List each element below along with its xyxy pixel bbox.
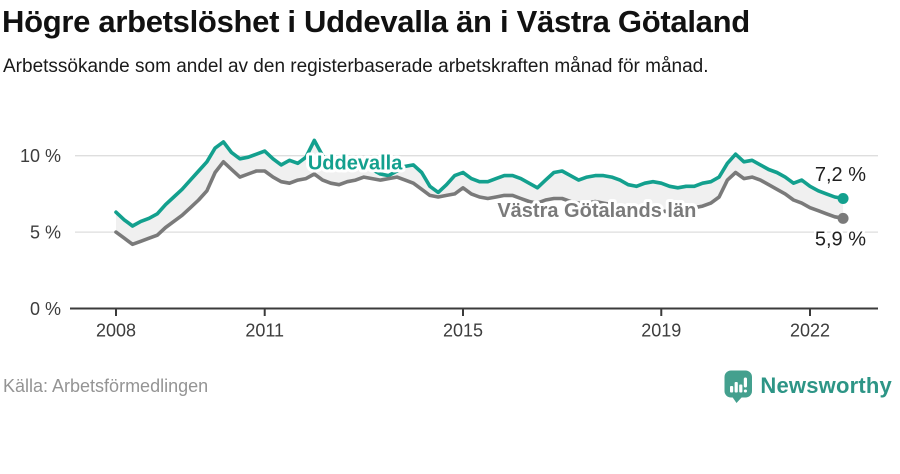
vastra-gotaland-series-label: Västra Götalands län (497, 199, 696, 221)
chart-area: 2008 2011 2015 2019 2022 0 % 5 % 10 % 7,2 % 5,9 %… (0, 121, 900, 356)
y-tick-label: 0 % (30, 299, 61, 319)
x-tick-label: 2019 (641, 320, 681, 340)
y-tick-label: 5 % (30, 222, 61, 242)
source-note: Källa: Arbetsförmedlingen (3, 375, 209, 396)
x-tick-label: 2008 (96, 320, 136, 340)
end-value-label: 5,9 % (815, 228, 866, 250)
uddevalla-series-label: Uddevalla (308, 152, 403, 174)
chart-footer: Källa: Arbetsförmedlingen Newsworthy (3, 370, 892, 403)
newsworthy-bubble-chart-icon (724, 370, 753, 403)
vastra-gotaland-line (114, 159, 845, 246)
brand-wordmark: Newsworthy (760, 373, 892, 399)
page-subtitle: Arbetssökande som andel av den registerb… (3, 56, 709, 78)
x-tick-label: 2022 (790, 320, 830, 340)
unemployment-line-chart: 2008 2011 2015 2019 2022 0 % 5 % 10 % 7,2 % 5,9 %… (20, 138, 878, 340)
end-value-label: 7,2 % (815, 163, 866, 185)
series-end-dot (837, 192, 849, 204)
newsworthy-logo[interactable]: Newsworthy (724, 370, 892, 403)
series-end-dot (837, 212, 849, 224)
page-title: Högre arbetslöshet i Uddevalla än i Väst… (2, 4, 750, 39)
y-tick-label: 10 % (20, 146, 61, 166)
x-tick-label: 2015 (443, 320, 483, 340)
chart-header: Högre arbetslöshet i Uddevalla än i Väst… (0, 0, 900, 81)
series-gap-band (116, 139, 844, 244)
uddevalla-line (114, 138, 845, 228)
x-tick-label: 2011 (245, 320, 284, 340)
